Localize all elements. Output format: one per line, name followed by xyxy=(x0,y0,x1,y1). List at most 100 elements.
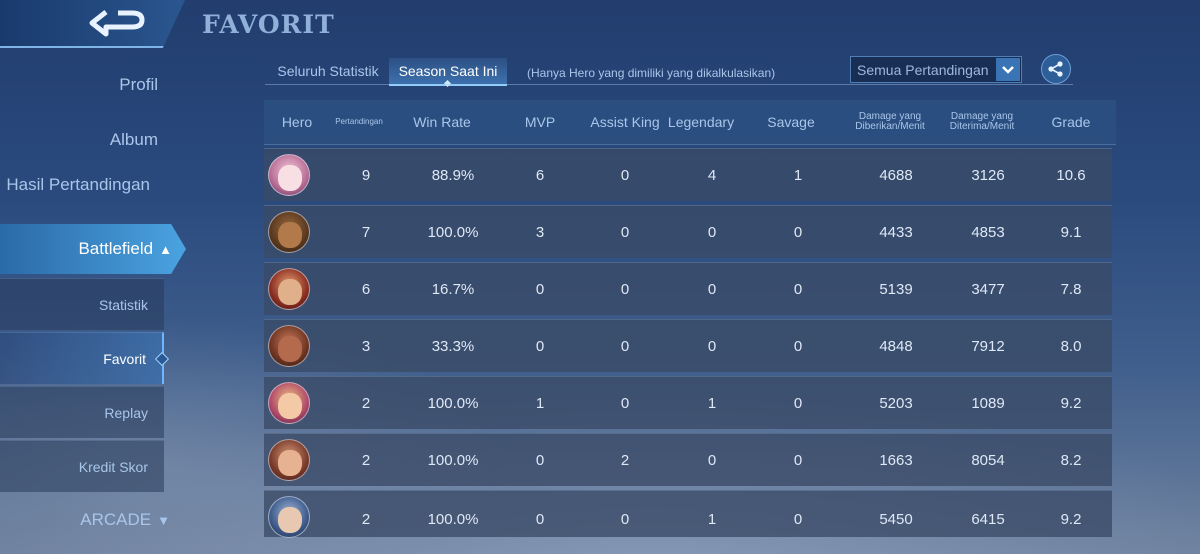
hero-avatar xyxy=(268,439,310,481)
assist-king-cell: 0 xyxy=(620,394,630,412)
chevron-up-icon: ▲ xyxy=(159,241,172,257)
savage-cell: 0 xyxy=(793,280,803,298)
table-row[interactable]: 7 100.0% 3 0 0 0 4433 4853 9.1 xyxy=(264,205,1112,258)
sidebar-item-profil[interactable]: Profil xyxy=(119,75,158,94)
damage-taken-cell: 6415 xyxy=(971,510,1005,528)
damage-dealt-cell: 4848 xyxy=(879,337,913,355)
damage-taken-cell: 1089 xyxy=(971,394,1005,412)
matches-cell: 6 xyxy=(361,280,371,298)
matches-cell: 9 xyxy=(361,166,371,184)
share-icon xyxy=(1048,61,1063,77)
damage-taken-cell: 8054 xyxy=(971,451,1005,469)
sidebar-sub-kredit-skor[interactable]: Kredit Skor xyxy=(0,440,164,492)
matches-cell: 2 xyxy=(361,510,371,528)
legendary-cell: 0 xyxy=(707,280,717,298)
hero-avatar xyxy=(268,268,310,310)
damage-dealt-cell: 1663 xyxy=(879,451,913,469)
savage-cell: 0 xyxy=(793,223,803,241)
share-button[interactable] xyxy=(1041,54,1071,84)
table-row[interactable]: 2 100.0% 1 0 1 0 5203 1089 9.2 xyxy=(264,376,1112,429)
hero-avatar xyxy=(268,325,310,367)
col-assist-king: Assist King xyxy=(590,114,660,130)
sidebar-item-hasil-pertandingan[interactable]: Hasil Pertandingan xyxy=(6,175,150,194)
sidebar-item-battlefield[interactable]: Battlefield ▲ xyxy=(0,224,186,274)
hero-avatar xyxy=(268,154,310,196)
mvp-cell: 3 xyxy=(535,223,545,241)
tabs-divider xyxy=(265,84,1073,85)
sidebar-sub-favorit-label: Favorit xyxy=(103,350,146,367)
chevron-down-icon: ▼ xyxy=(157,513,170,528)
damage-dealt-cell: 5203 xyxy=(879,394,913,412)
back-arrow-icon xyxy=(89,10,145,37)
back-button[interactable] xyxy=(0,0,185,48)
damage-dealt-cell: 4433 xyxy=(879,223,913,241)
sidebar-item-album[interactable]: Album xyxy=(109,130,158,149)
table-row[interactable]: 2 100.0% 0 2 0 0 1663 8054 8.2 xyxy=(264,433,1112,486)
sidebar-sub-statistik[interactable]: Statistik xyxy=(0,278,164,330)
damage-taken-cell: 4853 xyxy=(971,223,1005,241)
legendary-cell: 0 xyxy=(707,337,717,355)
savage-cell: 0 xyxy=(793,510,803,528)
mvp-cell: 0 xyxy=(535,280,545,298)
col-pertandingan: Pertandingan xyxy=(335,117,383,126)
grade-cell: 7.8 xyxy=(1060,280,1082,298)
damage-dealt-cell: 5139 xyxy=(879,280,913,298)
arcade-label: ARCADE xyxy=(80,510,152,529)
assist-king-cell: 0 xyxy=(620,166,630,184)
tab-seluruh-statistik[interactable]: Seluruh Statistik xyxy=(277,63,379,79)
legendary-cell: 0 xyxy=(707,223,717,241)
savage-cell: 1 xyxy=(793,166,803,184)
col-mvp: MVP xyxy=(524,114,556,130)
grade-cell: 8.2 xyxy=(1060,451,1082,469)
col-win-rate: Win Rate xyxy=(413,114,471,130)
table-row[interactable]: 3 33.3% 0 0 0 0 4848 7912 8.0 xyxy=(264,319,1112,372)
tab-note: (Hanya Hero yang dimiliki yang dikalkula… xyxy=(527,66,776,80)
matches-cell: 7 xyxy=(361,223,371,241)
win-rate-cell: 88.9% xyxy=(431,166,475,184)
damage-taken-cell: 7912 xyxy=(971,337,1005,355)
mvp-cell: 0 xyxy=(535,337,545,355)
table-row[interactable]: 9 88.9% 6 0 4 1 4688 3126 10.6 xyxy=(264,148,1112,201)
grade-cell: 10.6 xyxy=(1056,166,1086,184)
hero-avatar xyxy=(268,211,310,253)
col-savage: Savage xyxy=(767,114,815,130)
mvp-cell: 0 xyxy=(535,510,545,528)
grade-cell: 9.2 xyxy=(1060,510,1082,528)
assist-king-cell: 0 xyxy=(620,223,630,241)
col-legendary: Legendary xyxy=(667,114,735,130)
grade-cell: 9.2 xyxy=(1060,394,1082,412)
sidebar-sub-favorit[interactable]: Favorit xyxy=(0,332,170,384)
table-row[interactable]: 2 100.0% 0 0 1 0 5450 6415 9.2 xyxy=(264,490,1112,538)
mvp-cell: 1 xyxy=(535,394,545,412)
damage-taken-cell: 3477 xyxy=(971,280,1005,298)
col-grade: Grade xyxy=(1051,114,1091,130)
assist-king-cell: 2 xyxy=(620,451,630,469)
table-row[interactable]: 6 16.7% 0 0 0 0 5139 3477 7.8 xyxy=(264,262,1112,315)
legendary-cell: 1 xyxy=(707,510,717,528)
col-hero: Hero xyxy=(281,114,313,130)
match-filter-value: Semua Pertandingan xyxy=(857,61,989,78)
savage-cell: 0 xyxy=(793,451,803,469)
hero-avatar xyxy=(268,496,310,538)
assist-king-cell: 0 xyxy=(620,280,630,298)
legendary-cell: 0 xyxy=(707,451,717,469)
win-rate-cell: 16.7% xyxy=(431,280,475,298)
chevron-down-icon xyxy=(996,58,1020,81)
win-rate-cell: 33.3% xyxy=(431,337,475,355)
col-damage-dealt-line2: Diberikan/Menit xyxy=(855,121,925,132)
matches-cell: 3 xyxy=(361,337,371,355)
legendary-cell: 1 xyxy=(707,394,717,412)
page-title: FAVORIT xyxy=(202,10,335,39)
grade-cell: 8.0 xyxy=(1060,337,1082,355)
col-damage-taken: Damage yang Diterima/Menit xyxy=(932,100,1032,144)
match-filter-dropdown[interactable]: Semua Pertandingan xyxy=(850,56,1022,83)
damage-dealt-cell: 5450 xyxy=(879,510,913,528)
assist-king-cell: 0 xyxy=(620,337,630,355)
col-damage-dealt: Damage yang Diberikan/Menit xyxy=(838,100,942,144)
win-rate-cell: 100.0% xyxy=(427,223,479,241)
hero-avatar xyxy=(268,382,310,424)
savage-cell: 0 xyxy=(793,337,803,355)
sidebar-item-arcade[interactable]: ARCADE ▼ xyxy=(0,510,170,530)
battlefield-label: Battlefield xyxy=(78,239,154,258)
sidebar-sub-replay[interactable]: Replay xyxy=(0,386,164,438)
